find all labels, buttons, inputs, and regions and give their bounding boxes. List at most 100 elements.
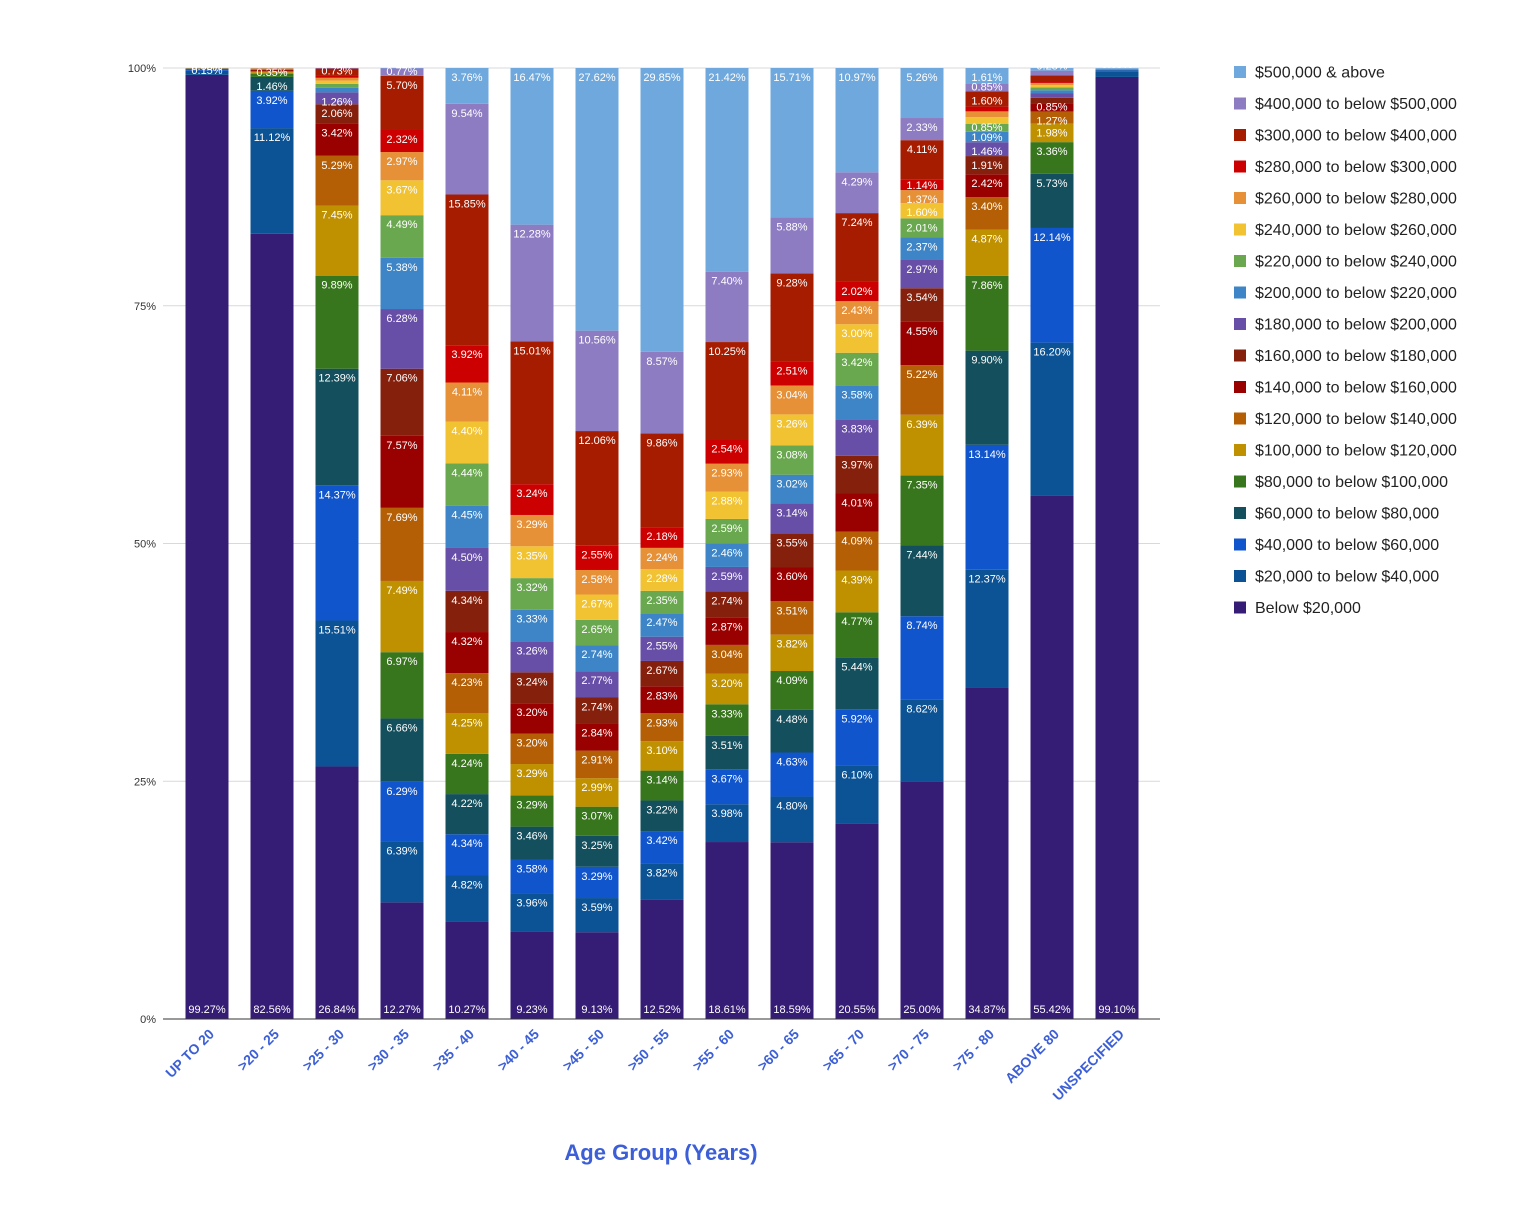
bar-segment xyxy=(640,660,684,687)
data-label: 2.67% xyxy=(646,665,677,677)
data-label: 8.62% xyxy=(906,703,937,715)
legend: $500,000 & above $400,000 to below $500,0… xyxy=(1234,65,1457,617)
bar-segment xyxy=(835,570,879,613)
data-label: 3.59% xyxy=(581,902,612,914)
data-label: 0.77% xyxy=(386,66,417,78)
legend-swatch xyxy=(1234,318,1246,330)
data-label: 2.18% xyxy=(646,531,677,543)
data-label: 2.47% xyxy=(646,617,677,629)
bar-segment xyxy=(965,275,1009,351)
bar-segment xyxy=(900,259,944,289)
legend-swatch xyxy=(1234,444,1246,456)
data-label: 2.42% xyxy=(971,178,1002,190)
data-label: 4.23% xyxy=(451,677,482,689)
data-label: 2.43% xyxy=(841,305,872,317)
data-label: 27.62% xyxy=(578,72,616,84)
bar-segment xyxy=(315,104,359,124)
data-label: 4.25% xyxy=(451,717,482,729)
data-label: 0.15% xyxy=(191,65,222,77)
bar-segment xyxy=(575,806,619,836)
data-label: 3.76% xyxy=(451,72,482,84)
bar-segment xyxy=(900,190,944,204)
bar-segment xyxy=(705,271,749,343)
bar-segment xyxy=(705,842,749,1019)
legend-label: $180,000 to below $200,000 xyxy=(1255,317,1457,334)
bar-segment xyxy=(510,672,554,704)
bar-segment xyxy=(900,321,944,366)
data-label: 1.61% xyxy=(971,72,1002,84)
legend-label: $280,000 to below $300,000 xyxy=(1255,159,1457,176)
data-label: 2.01% xyxy=(906,222,937,234)
data-label: 3.26% xyxy=(516,645,547,657)
x-tick-label: ABOVE 80 xyxy=(1002,1026,1062,1086)
bar-segment xyxy=(185,69,229,71)
bar-segment xyxy=(900,140,944,180)
bar-segment xyxy=(445,505,489,548)
bar-segment xyxy=(965,350,1009,445)
bar-segment xyxy=(315,92,359,105)
bar-segment xyxy=(640,686,684,714)
bar-segment xyxy=(1030,70,1074,76)
data-label: 15.85% xyxy=(448,198,486,210)
bar-segment xyxy=(770,670,814,710)
bar-segment xyxy=(1030,82,1074,85)
bar-segment xyxy=(250,71,294,73)
data-label: 4.77% xyxy=(841,616,872,628)
data-label: 4.48% xyxy=(776,714,807,726)
bar-segment xyxy=(900,616,944,700)
bar-segment xyxy=(445,921,489,1019)
bar-segment xyxy=(445,794,489,835)
bar-segment xyxy=(640,741,684,771)
bar-segment xyxy=(380,68,424,76)
bar-segment xyxy=(1030,97,1074,104)
bar-segment xyxy=(705,735,749,770)
data-label: 0.05% xyxy=(386,58,417,70)
data-label: 4.24% xyxy=(451,758,482,770)
bar-segment xyxy=(640,800,684,832)
bar-segment xyxy=(315,368,359,486)
bar-segment xyxy=(1030,103,1074,112)
bar-segment xyxy=(835,324,879,353)
bar-segment xyxy=(770,503,814,534)
bar-segment xyxy=(575,835,619,867)
data-label: 99.27% xyxy=(188,1004,226,1016)
x-tick-label: >20 - 25 xyxy=(234,1026,282,1074)
bar-segment xyxy=(1095,71,1139,77)
data-label: 3.33% xyxy=(516,614,547,626)
data-label: 4.55% xyxy=(906,326,937,338)
bar-segment xyxy=(835,531,879,571)
data-label: 21.42% xyxy=(708,72,746,84)
x-tick-label: >70 - 75 xyxy=(884,1026,932,1074)
data-label: 2.74% xyxy=(581,649,612,661)
data-label: 3.58% xyxy=(516,864,547,876)
bar-segment xyxy=(380,368,424,436)
bar-segment xyxy=(900,781,944,1019)
data-label: 2.91% xyxy=(581,755,612,767)
bar-segment xyxy=(380,902,424,1019)
data-label: 0.05% xyxy=(191,61,222,73)
data-label: 3.20% xyxy=(516,738,547,750)
data-label: 3.00% xyxy=(841,328,872,340)
bar-segment xyxy=(965,197,1009,230)
legend-label: Below $20,000 xyxy=(1255,600,1361,617)
x-tick-label: UP TO 20 xyxy=(162,1026,217,1081)
bar-segment xyxy=(315,155,359,206)
bar-segment xyxy=(445,421,489,464)
bar-segment xyxy=(1030,68,1074,71)
data-label: 3.10% xyxy=(646,745,677,757)
data-label: 7.06% xyxy=(386,373,417,385)
data-label: 29.85% xyxy=(643,72,681,84)
data-label: 5.44% xyxy=(841,662,872,674)
bar-segment xyxy=(1030,75,1074,82)
legend-label: $100,000 to below $120,000 xyxy=(1255,443,1457,460)
data-label: 4.11% xyxy=(907,144,938,156)
data-label: 5.88% xyxy=(776,221,807,233)
legend-swatch xyxy=(1234,286,1246,299)
data-label: 2.74% xyxy=(581,701,612,713)
data-label: 2.93% xyxy=(711,468,742,480)
data-label: 3.42% xyxy=(841,357,872,369)
bar-segment xyxy=(315,87,359,93)
x-tick-label: >65 - 70 xyxy=(819,1026,867,1074)
legend-swatch xyxy=(1234,507,1246,519)
bar-segment xyxy=(900,68,944,119)
